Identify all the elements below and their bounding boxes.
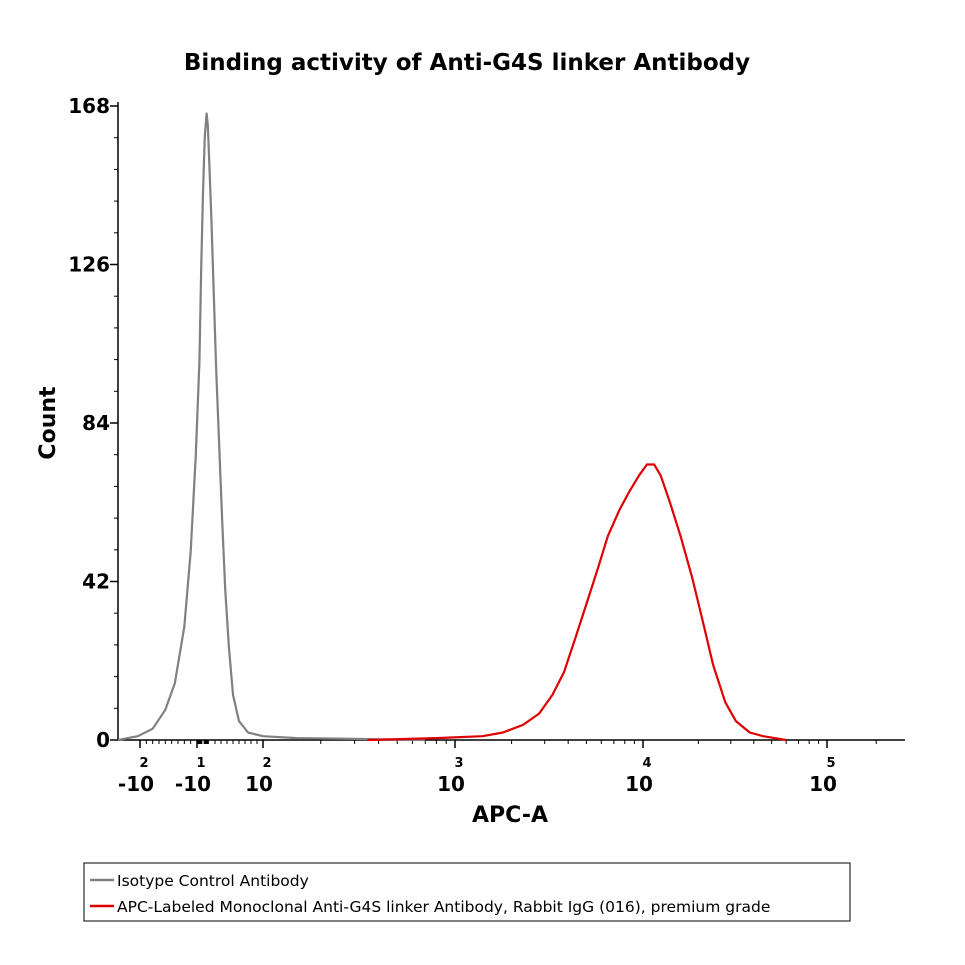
y-tick-label: 42 xyxy=(82,570,110,594)
x-tick-label: -10 xyxy=(175,772,211,796)
x-tick-exponent: 5 xyxy=(826,756,835,771)
x-tick-exponent: 3 xyxy=(454,756,463,771)
y-tick-label: 126 xyxy=(68,253,110,277)
x-tick-label: -10 xyxy=(118,772,154,796)
chart-title: Binding activity of Anti-G4S linker Anti… xyxy=(184,50,750,76)
x-tick-exponent: 1 xyxy=(196,756,205,771)
legend-label-apc-antibody: APC-Labeled Monoclonal Anti-G4S linker A… xyxy=(117,898,770,916)
x-tick-exponent: 4 xyxy=(642,756,651,771)
legend: Isotype Control Antibody APC-Labeled Mon… xyxy=(83,862,851,922)
legend-label-isotype: Isotype Control Antibody xyxy=(117,872,309,890)
x-axis-title: APC-A xyxy=(472,803,548,828)
x-tick-label: 10 xyxy=(625,772,653,796)
x-tick-label: 10 xyxy=(437,772,465,796)
x-tick-exponent: 2 xyxy=(262,756,271,771)
y-tick-label: 168 xyxy=(68,94,110,118)
x-tick-label: 10 xyxy=(809,772,837,796)
legend-box xyxy=(83,862,851,922)
x-tick-label: 10 xyxy=(245,772,273,796)
x-tick-exponent: 2 xyxy=(139,756,148,771)
y-tick-label: 0 xyxy=(96,728,110,752)
series-line-0 xyxy=(117,112,426,742)
y-axis-title: Count xyxy=(36,386,61,460)
plot-area xyxy=(117,112,787,742)
y-axis: 0 42 84 126 168 xyxy=(68,94,119,752)
series-line-1 xyxy=(367,463,787,742)
y-tick-label: 84 xyxy=(82,411,110,435)
